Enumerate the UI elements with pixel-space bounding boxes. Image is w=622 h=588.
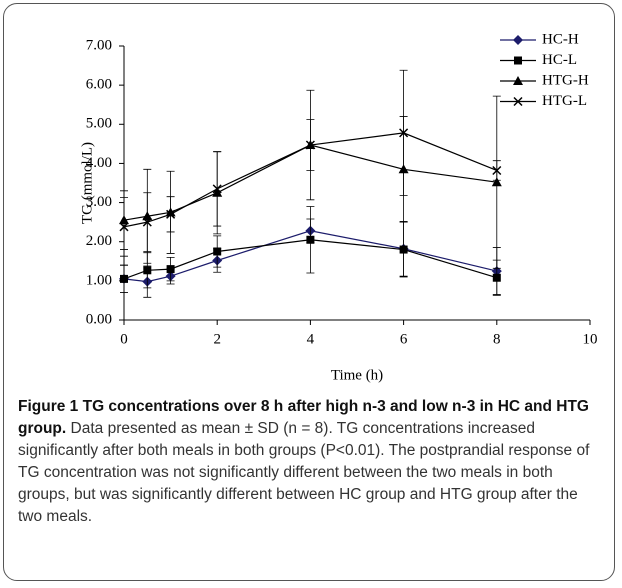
caption-title: Figure 1 TG concentrations over 8 h afte… <box>18 398 589 437</box>
x-axis-label: Time (h) <box>331 367 383 383</box>
legend-marker <box>513 35 523 45</box>
x-tick-label: 2 <box>213 331 221 347</box>
marker <box>306 235 315 244</box>
marker <box>399 128 409 138</box>
marker <box>399 245 408 254</box>
x-tick-label: 8 <box>493 331 501 347</box>
marker <box>142 217 152 227</box>
legend-marker <box>514 56 522 65</box>
marker <box>492 273 501 282</box>
y-axis-label: TG (mmol/L) <box>79 142 95 224</box>
y-tick-label: 2.00 <box>86 233 112 249</box>
marker <box>120 274 128 283</box>
marker <box>305 140 315 150</box>
y-tick-label: 3.00 <box>86 194 112 210</box>
y-tick-label: 1.00 <box>86 272 112 288</box>
legend-label: HTG-L <box>542 93 587 109</box>
x-tick-label: 6 <box>400 331 408 347</box>
chart: TG (mmol/L) Time (h) 0.00 1.00 2.00 3.00 4.0… <box>79 31 598 383</box>
marker <box>491 177 502 187</box>
y-tick-label: 7.00 <box>86 37 112 53</box>
y-tick-label: 0.00 <box>86 311 112 327</box>
caption-body: Data presented as mean ± SD (n = 8). TG … <box>18 420 590 525</box>
x-tick-label: 10 <box>583 331 598 347</box>
legend-label: HC-L <box>542 52 577 68</box>
marker <box>119 222 129 232</box>
figure-frame <box>3 3 615 581</box>
y-tick-label: 6.00 <box>86 77 112 93</box>
x-tick-label: 0 <box>120 331 128 347</box>
x-tick-label: 4 <box>307 331 315 347</box>
legend-marker <box>513 76 523 85</box>
legend-label: HC-H <box>542 31 579 47</box>
y-tick-label: 5.00 <box>86 116 112 132</box>
y-tick-label: 4.00 <box>86 155 112 171</box>
marker <box>492 165 502 176</box>
marker <box>166 265 175 274</box>
marker <box>143 266 152 275</box>
marker <box>213 247 222 256</box>
marker <box>166 209 176 219</box>
caption: Figure 1 TG concentrations over 8 h afte… <box>18 396 606 528</box>
legend-label: HTG-H <box>542 72 589 88</box>
marker <box>212 184 222 194</box>
legend-marker <box>513 96 523 107</box>
